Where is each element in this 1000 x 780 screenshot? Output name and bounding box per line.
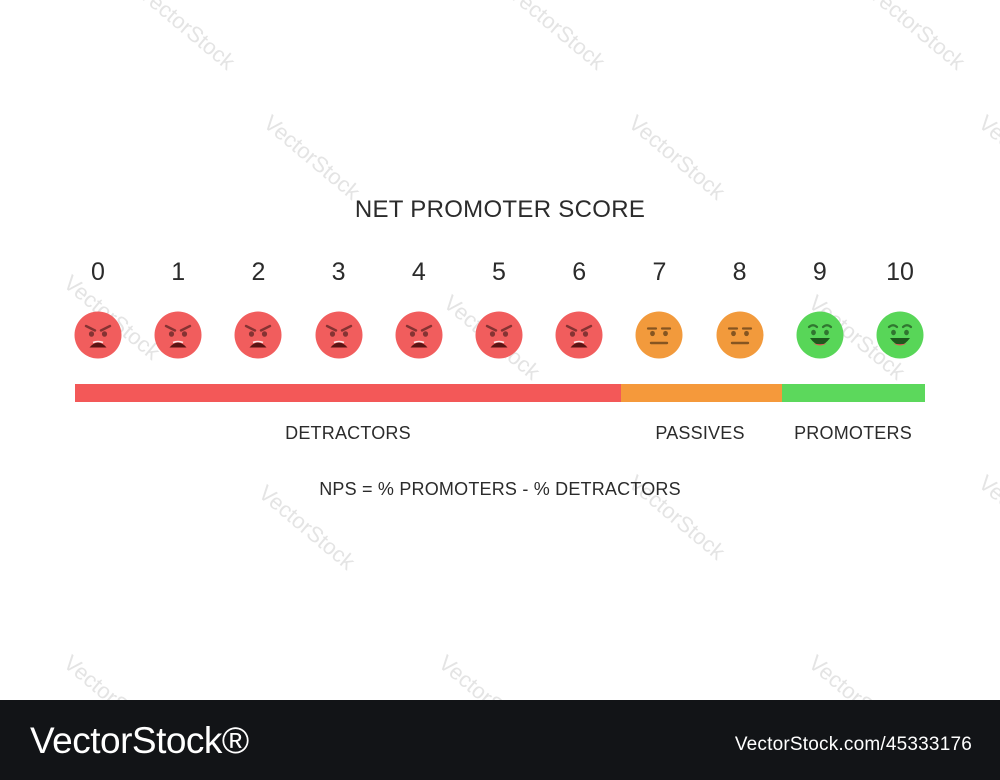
stock-id: VectorStock.com/45333176: [734, 734, 972, 755]
watermark-text: VectorStock: [863, 0, 970, 75]
watermark-text: VectorStock: [503, 0, 610, 75]
nps-diagram: VectorStock VectorStock VectorStock VectorS…: [58, 0, 1000, 700]
watermark-text: VectorStock: [803, 650, 910, 700]
bar-segment-promoters: [781, 384, 925, 402]
footer-bar: VectorStock® VectorStock.com/45333176: [0, 700, 1000, 780]
bar-segment-passives: [621, 384, 782, 402]
score-number-2: 2: [251, 258, 266, 286]
angry-face-icon: [154, 311, 202, 359]
angry-face-icon: [315, 311, 363, 359]
happy-face-icon: [876, 311, 924, 359]
angry-face-icon: [234, 311, 282, 359]
score-number-3: 3: [331, 258, 346, 286]
watermark-text: VectorStock: [133, 0, 240, 75]
happy-face-icon: [796, 311, 844, 359]
diagram-title: NET PROMOTER SCORE: [354, 196, 646, 223]
angry-face-icon: [555, 311, 603, 359]
watermark-text: VectorStock: [973, 110, 1000, 205]
angry-face-icon: [475, 311, 523, 359]
score-number-10: 10: [886, 258, 914, 286]
angry-face-icon: [395, 311, 443, 359]
score-number-9: 9: [812, 258, 827, 286]
score-number-6: 6: [572, 258, 587, 286]
score-number-8: 8: [732, 258, 747, 286]
group-label-promoters: PROMOTERS: [794, 423, 912, 443]
score-number-7: 7: [652, 258, 667, 286]
neutral-face-icon: [716, 311, 764, 359]
score-number-1: 1: [171, 258, 186, 286]
score-number-4: 4: [411, 258, 426, 286]
bar-segment-detractors: [75, 384, 622, 402]
nps-formula: NPS = % PROMOTERS - % DETRACTORS: [319, 479, 681, 499]
brand-logo: VectorStock®: [30, 720, 249, 761]
score-number-0: 0: [91, 258, 105, 286]
group-label-passives: PASSIVES: [655, 423, 745, 443]
watermark-text: VectorStock: [58, 650, 165, 700]
watermark-text: VectorStock: [433, 650, 540, 700]
angry-face-icon: [74, 311, 122, 359]
score-number-5: 5: [492, 258, 506, 286]
group-label-detractors: DETRACTORS: [285, 423, 411, 443]
neutral-face-icon: [635, 311, 683, 359]
watermark-text: VectorStock: [623, 110, 730, 205]
watermark-text: VectorStock: [258, 110, 365, 205]
